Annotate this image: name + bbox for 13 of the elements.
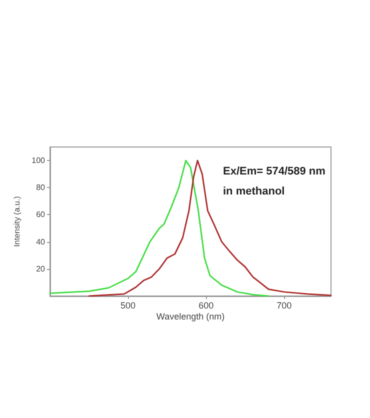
x-tick-label: 700 (276, 300, 292, 310)
annotation: in methanol (223, 186, 285, 198)
x-tick-label: 600 (198, 300, 214, 310)
y-tick-label: 100 (32, 156, 46, 166)
line-series (88, 160, 332, 297)
y-tick-label: 60 (36, 210, 46, 220)
y-axis-title: Intensity (a.u.) (12, 196, 22, 247)
y-tick-label: 40 (36, 237, 46, 246)
y-tick-label: 80 (36, 183, 46, 192)
x-axis-title: Wavelength (nm) (156, 312, 225, 322)
y-tick-label: 20 (36, 264, 46, 274)
x-tick-label: 500 (120, 300, 136, 310)
annotation: Ex/Em= 574/589 nm (223, 166, 326, 178)
